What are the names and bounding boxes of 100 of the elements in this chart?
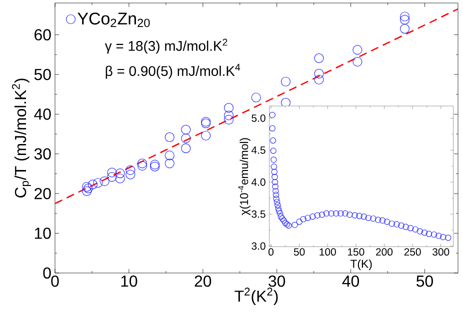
x-tick-label: 50 (416, 276, 433, 287)
point (272, 192, 280, 198)
point (398, 222, 404, 229)
point (164, 158, 174, 168)
point (394, 221, 400, 228)
point (421, 230, 428, 236)
legend-label: YCo$_{2}$Zn$_{20}$ (78, 12, 150, 28)
point (274, 198, 280, 206)
x-tick-label: 300 (432, 248, 450, 256)
point (284, 221, 290, 228)
point (360, 214, 367, 220)
point (181, 134, 191, 144)
y-tick-label: 30 (34, 148, 51, 160)
x-axis-title: T(K) (350, 259, 372, 270)
point (164, 150, 174, 160)
point (164, 132, 174, 142)
point (402, 224, 409, 230)
point (296, 218, 302, 225)
point (435, 232, 442, 239)
x-tick-label: 150 (348, 248, 364, 256)
point (224, 103, 234, 113)
point (412, 226, 418, 233)
point (224, 110, 234, 120)
point (82, 186, 92, 196)
point (314, 74, 324, 84)
y-axis-title: χ(10$^{-4}$emu/mol) (238, 138, 250, 216)
point (181, 144, 191, 154)
point (201, 130, 211, 140)
point (107, 168, 117, 178)
point (314, 53, 324, 63)
point (251, 92, 261, 102)
point (430, 231, 438, 238)
x-tick-label: 20 (194, 276, 212, 287)
point (137, 158, 148, 168)
point (346, 212, 353, 218)
point (352, 212, 358, 218)
point (379, 217, 386, 224)
point (328, 210, 334, 217)
point (333, 210, 340, 217)
point (365, 214, 372, 222)
point (314, 68, 324, 78)
point (352, 56, 362, 67)
annotation: γ = 18(3) mJ/mol.K$^{2}$ (104, 38, 228, 54)
point (107, 172, 117, 182)
x-tick-label: 100 (320, 248, 336, 256)
point (400, 14, 410, 24)
annotation: β = 0.90(5) mJ/mol.K$^{4}$ (106, 64, 240, 79)
point (272, 188, 279, 194)
point (280, 76, 291, 86)
x-tick-label: 10 (121, 276, 138, 287)
point (318, 212, 326, 218)
point (137, 160, 148, 171)
y-tick-label: 50 (34, 68, 51, 80)
point (300, 216, 306, 222)
point (115, 174, 125, 184)
point (100, 176, 110, 186)
point (272, 179, 278, 186)
point (280, 217, 287, 224)
point (310, 214, 316, 220)
point (272, 183, 278, 190)
point (323, 210, 330, 217)
point (272, 174, 278, 180)
point (276, 210, 284, 217)
x-tick-label: 0 (268, 248, 274, 256)
point (314, 212, 321, 218)
point (445, 234, 452, 241)
point (275, 205, 282, 212)
point (440, 234, 446, 240)
x-tick-label: 0 (51, 276, 59, 287)
point (126, 170, 136, 180)
point (224, 114, 234, 125)
y-tick-label: 3.5 (252, 210, 266, 218)
point (270, 164, 278, 170)
point (426, 230, 432, 238)
point (273, 196, 280, 202)
y-tick-label: 60 (34, 29, 51, 40)
point (126, 165, 136, 175)
point (270, 148, 276, 154)
point (269, 125, 276, 132)
point (270, 137, 276, 144)
point (88, 180, 98, 190)
point (278, 214, 284, 220)
x-axis-title: T$^{2}$(K$^{2}$) (234, 288, 278, 305)
point (400, 24, 410, 34)
point (407, 225, 414, 232)
x-tick-label: 30 (268, 276, 286, 287)
x-tick-label: 40 (342, 276, 360, 287)
y-tick-label: 0 (43, 267, 51, 279)
point (115, 168, 125, 178)
point (352, 45, 362, 55)
point (342, 210, 348, 217)
point (271, 168, 278, 175)
x-tick-label: 50 (294, 248, 305, 256)
point (304, 214, 311, 222)
point (286, 222, 292, 229)
point (282, 220, 288, 226)
point (416, 228, 424, 234)
point (181, 124, 191, 134)
point (384, 218, 390, 225)
point (279, 215, 286, 222)
